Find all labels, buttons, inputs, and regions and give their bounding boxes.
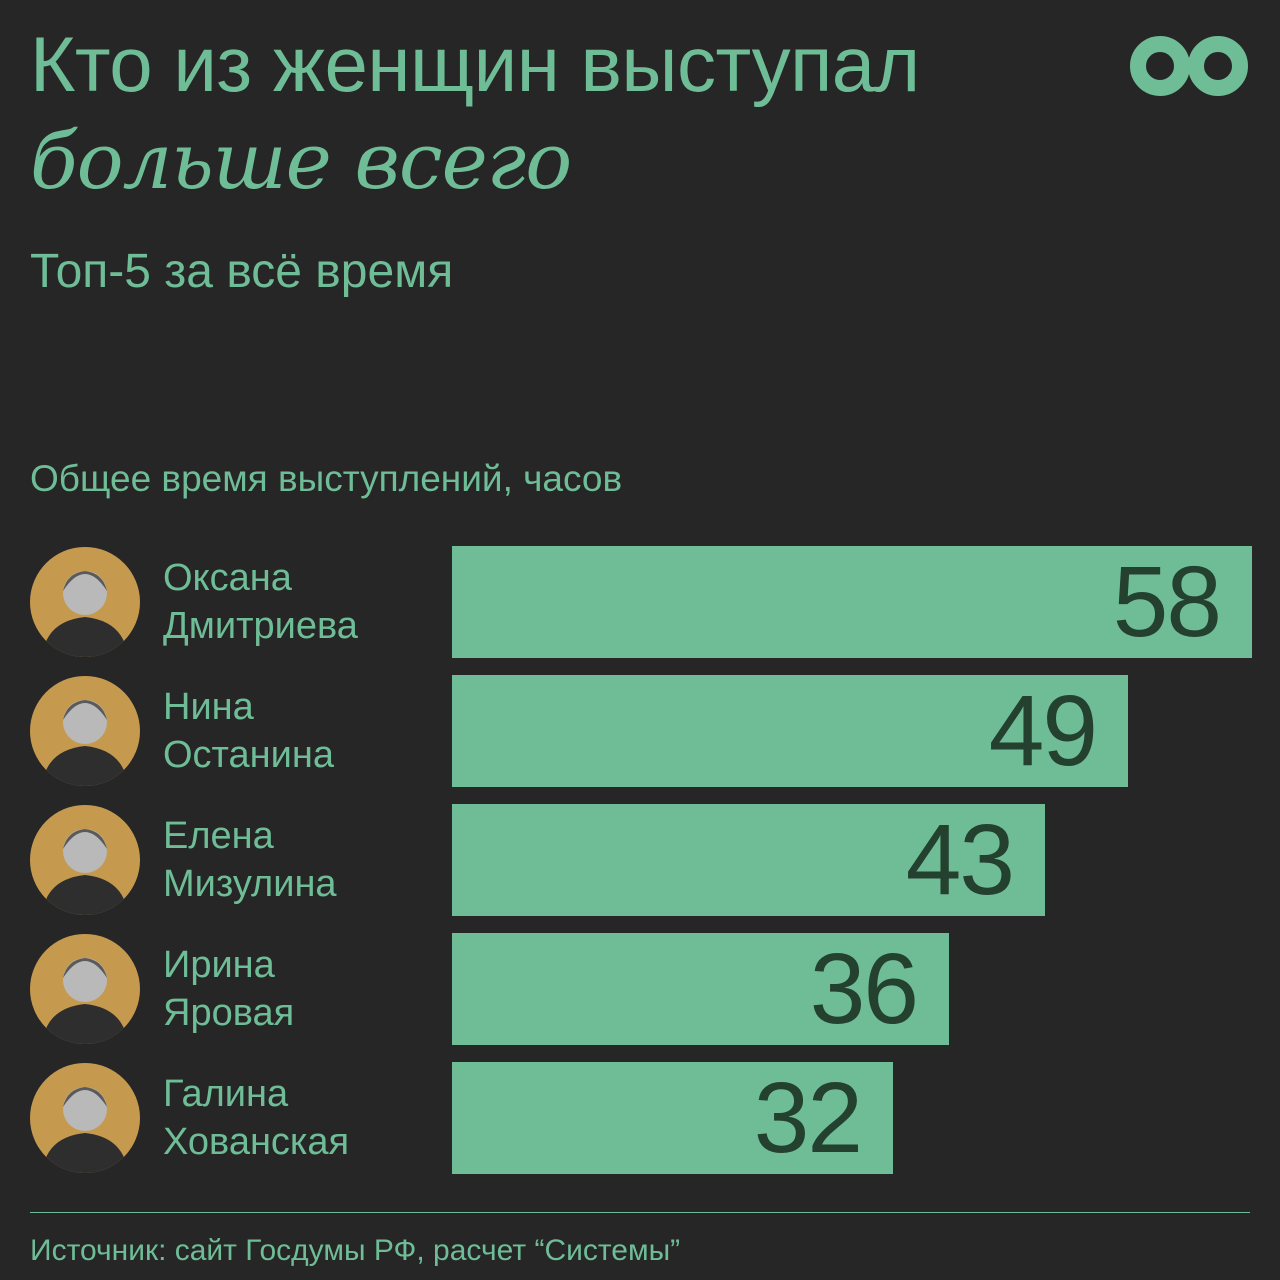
chart-row: Галина Хованская 32	[0, 1062, 1280, 1174]
data-label: 58	[1112, 546, 1222, 658]
bar: 36	[452, 933, 949, 1045]
infinity-icon	[1130, 36, 1249, 96]
chart-row: Нина Останина 49	[0, 675, 1280, 787]
category-label: Оксана Дмитриева	[163, 554, 358, 650]
bar: 32	[452, 1062, 893, 1174]
bar: 49	[452, 675, 1128, 787]
category-label: Нина Останина	[163, 683, 334, 779]
last-name: Останина	[163, 734, 334, 776]
data-label: 36	[809, 933, 919, 1045]
source-note: Источник: сайт Госдумы РФ, расчет “Систе…	[30, 1234, 681, 1267]
bar: 58	[452, 546, 1252, 658]
last-name: Яровая	[163, 992, 295, 1034]
footer-divider	[30, 1212, 1250, 1213]
category-label: Елена Мизулина	[163, 812, 337, 908]
chart-title-line1: Кто из женщин выступал	[30, 20, 920, 108]
axis-label: Общее время выступлений, часов	[30, 458, 623, 499]
last-name: Мизулина	[163, 863, 337, 905]
chart-title-line2: больше всего	[30, 117, 572, 207]
avatar-photo	[30, 934, 140, 1044]
first-name: Нина	[163, 686, 254, 728]
last-name: Дмитриева	[163, 605, 358, 647]
data-label: 49	[988, 675, 1098, 787]
last-name: Хованская	[163, 1121, 350, 1163]
bar: 43	[452, 804, 1045, 916]
avatar-photo	[30, 805, 140, 915]
data-label: 43	[905, 804, 1015, 916]
category-label: Галина Хованская	[163, 1070, 349, 1166]
category-label: Ирина Яровая	[163, 941, 294, 1037]
avatar-photo	[30, 547, 140, 657]
chart-row: Ирина Яровая 36	[0, 933, 1280, 1045]
data-label: 32	[753, 1062, 863, 1174]
avatar-photo	[30, 1063, 140, 1173]
first-name: Галина	[163, 1073, 289, 1115]
first-name: Оксана	[163, 557, 292, 599]
avatar-photo	[30, 676, 140, 786]
chart-row: Оксана Дмитриева 58	[0, 546, 1280, 658]
chart-row: Елена Мизулина 43	[0, 804, 1280, 916]
chart-subtitle: Топ-5 за всё время	[30, 245, 454, 298]
first-name: Елена	[163, 815, 274, 857]
first-name: Ирина	[163, 944, 275, 986]
